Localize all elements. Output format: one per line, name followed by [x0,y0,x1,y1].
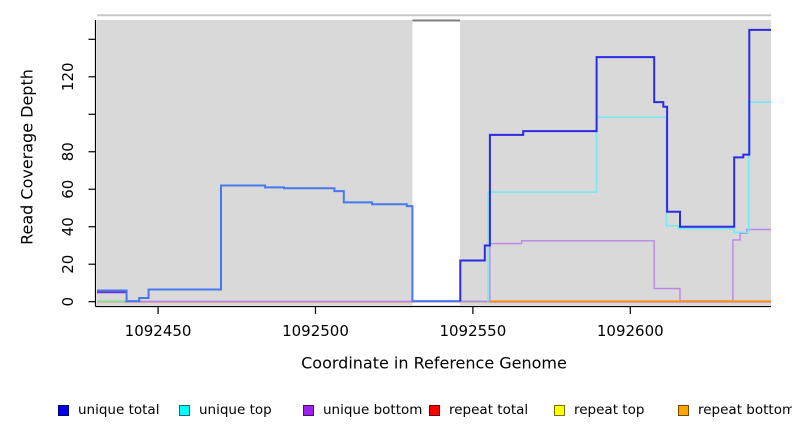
y-tick-label: 60 [59,180,77,199]
legend-item-unique-bottom: unique bottom [303,402,422,418]
legend-swatch-repeat-bottom [678,404,689,416]
coverage-gap-band [412,20,460,305]
legend-label-unique-bottom: unique bottom [323,402,423,418]
legend-label-repeat-bottom: repeat bottom [698,402,792,418]
x-tick-label: 1092500 [282,322,349,340]
series-unique-total-right-of-gap [459,28,771,302]
y-axis-title: Read Coverage Depth [17,69,37,245]
legend-item-repeat-total: repeat total [429,402,528,418]
x-tick-label: 1092550 [439,322,506,340]
y-tick-label: 40 [59,217,77,236]
legend: unique total unique top unique bottom repea… [0,400,792,422]
legend-item-unique-top: unique top [179,402,272,418]
series-unique-top [487,101,771,302]
y-tick-label: 20 [59,255,77,274]
legend-item-repeat-top: repeat top [554,402,644,418]
legend-item-unique-total: unique total [58,402,159,418]
legend-swatch-repeat-top [554,404,565,416]
series-unique-bottom [126,228,771,302]
y-tick-label: 0 [59,297,77,307]
y-tick-label: 80 [59,142,77,161]
series-unique-total-left-of-gap [97,184,461,303]
legend-label-repeat-total: repeat total [449,402,529,418]
legend-swatch-repeat-total [429,404,440,416]
x-tick-label: 1092600 [597,322,664,340]
legend-label-unique-top: unique top [199,402,272,418]
legend-swatch-unique-top [179,404,190,416]
legend-swatch-unique-total [58,404,69,416]
legend-item-repeat-bottom: repeat bottom [678,402,792,418]
legend-label-unique-total: unique total [78,402,160,418]
legend-label-repeat-top: repeat top [574,402,645,418]
x-tick-label: 1092450 [125,322,192,340]
x-axis-title: Coordinate in Reference Genome [301,353,567,373]
legend-swatch-unique-bottom [303,404,314,416]
y-tick-label: 120 [59,62,77,91]
